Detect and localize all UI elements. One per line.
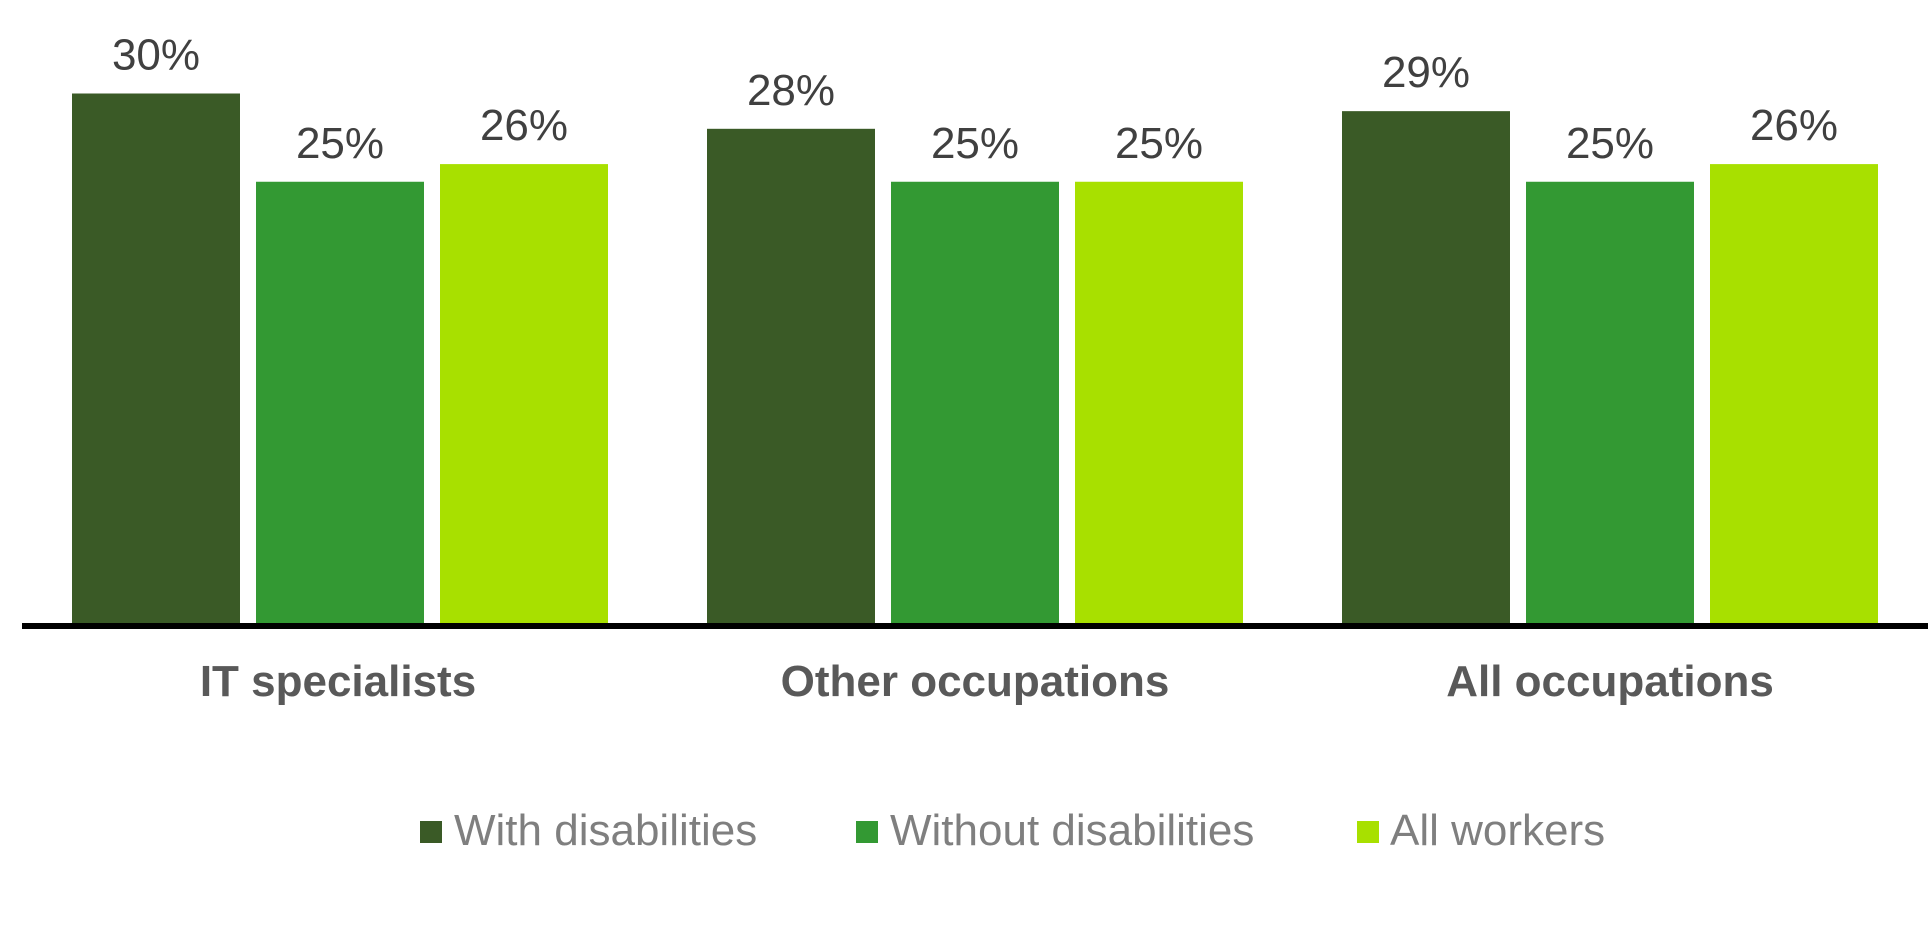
category-labels-layer: IT specialists Other occupations All occup…	[200, 657, 1774, 706]
legend-swatch	[856, 821, 878, 843]
bars-layer	[72, 93, 1878, 624]
bar-other-occupations-with-disabilities	[707, 128, 875, 624]
data-label: 26%	[480, 101, 568, 150]
bar-other-occupations-without-disabilities	[891, 181, 1059, 623]
legend: With disabilities Without disabilities All…	[420, 806, 1605, 855]
bar-it-specialists-without-disabilities	[256, 181, 424, 623]
category-label: IT specialists	[200, 657, 476, 706]
data-label: 25%	[1566, 119, 1654, 168]
category-label: Other occupations	[781, 657, 1170, 706]
data-label: 25%	[931, 119, 1019, 168]
data-label: 25%	[296, 119, 384, 168]
bar-it-specialists-with-disabilities	[72, 93, 240, 623]
legend-swatch	[420, 821, 442, 843]
data-label: 28%	[747, 66, 835, 115]
data-label: 29%	[1382, 48, 1470, 97]
bar-all-occupations-without-disabilities	[1526, 181, 1694, 623]
data-label: 30%	[112, 31, 200, 80]
legend-label: All workers	[1390, 806, 1605, 855]
data-labels-layer: 30% 25% 26% 28% 25% 25% 29% 25% 26%	[112, 31, 1838, 168]
category-label: All occupations	[1446, 657, 1774, 706]
legend-label: Without disabilities	[890, 806, 1254, 855]
bar-all-occupations-with-disabilities	[1342, 111, 1510, 624]
legend-swatch	[1357, 821, 1379, 843]
bar-it-specialists-all-workers	[440, 164, 608, 623]
data-label: 26%	[1750, 101, 1838, 150]
legend-label: With disabilities	[454, 806, 757, 855]
bar-other-occupations-all-workers	[1075, 181, 1243, 623]
data-label: 25%	[1115, 119, 1203, 168]
bar-all-occupations-all-workers	[1710, 164, 1878, 623]
